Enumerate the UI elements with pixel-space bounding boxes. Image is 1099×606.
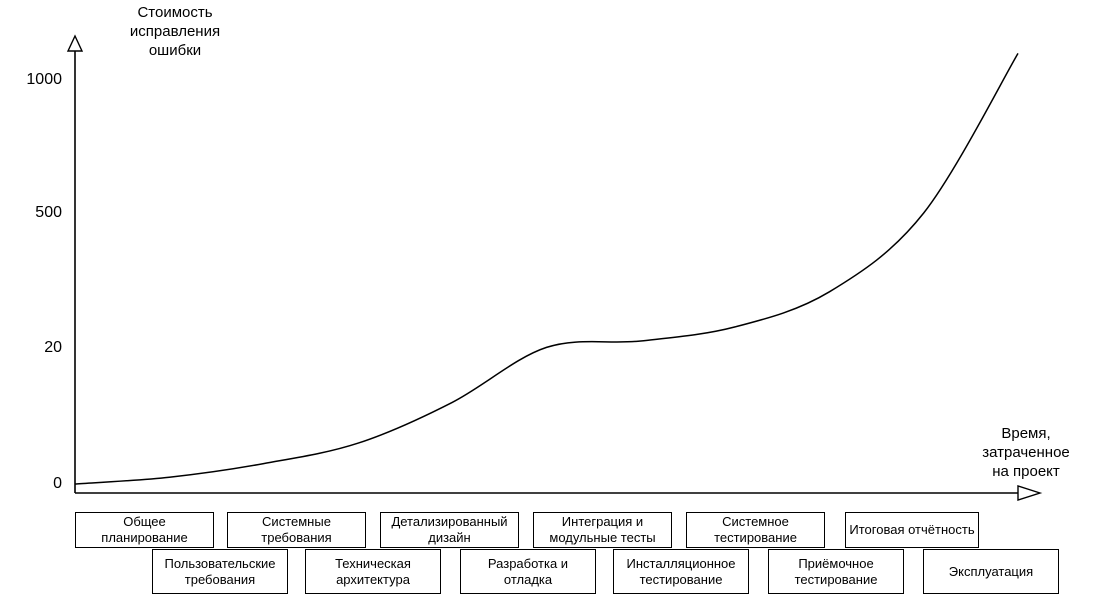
phase-box-bottom-1-label: Пользовательские требования: [164, 555, 276, 587]
phase-box-top-4-label: Интеграция и модульные тесты: [549, 514, 656, 545]
phase-box-top-6-label: Итоговая отчётность: [849, 522, 975, 537]
phase-box-bottom-1[interactable]: Пользовательские требования: [152, 549, 288, 594]
phase-box-top-1[interactable]: Общее планирование: [75, 512, 214, 548]
phase-box-top-5-label: Системное тестирование: [714, 514, 797, 545]
x-axis-title: Время, затраченное на проект: [982, 425, 1070, 480]
y-tick-label-20: 20: [44, 339, 62, 356]
phase-box-bottom-3[interactable]: Разработка и отладка: [460, 549, 596, 594]
phase-box-top-2[interactable]: Системные требования: [227, 512, 366, 548]
phase-box-top-3-label: Детализированный дизайн: [391, 514, 508, 545]
y-tick-label-500: 500: [35, 204, 62, 221]
phase-box-top-3[interactable]: Детализированный дизайн: [380, 512, 519, 548]
x-axis-arrowhead: [1017, 485, 1043, 501]
y-axis-title: Стоимость исправления ошибки: [129, 4, 221, 59]
phase-box-bottom-4[interactable]: Инсталляционное тестирование: [613, 549, 749, 594]
phase-box-top-2-label: Системные требования: [261, 514, 332, 545]
y-axis-arrowhead: [66, 34, 84, 52]
y-tick-label-1000: 1000: [26, 71, 62, 88]
y-tick-label-0: 0: [53, 475, 62, 492]
phase-box-bottom-5-label: Приёмочное тестирование: [794, 555, 878, 587]
phase-box-bottom-3-label: Разработка и отладка: [487, 555, 569, 587]
phase-box-top-5[interactable]: Системное тестирование: [686, 512, 825, 548]
phase-box-bottom-6-label: Эксплуатация: [948, 563, 1034, 579]
phase-box-bottom-4-label: Инсталляционное тестирование: [626, 555, 736, 587]
phase-box-top-6[interactable]: Итоговая отчётность: [845, 512, 979, 548]
cost-curve: [74, 53, 1019, 485]
phase-box-bottom-6[interactable]: Эксплуатация: [923, 549, 1059, 594]
phase-box-top-4[interactable]: Интеграция и модульные тесты: [533, 512, 672, 548]
phase-box-top-1-label: Общее планирование: [101, 514, 188, 545]
phase-box-bottom-2-label: Техническая архитектура: [335, 555, 411, 587]
phase-box-bottom-5[interactable]: Приёмочное тестирование: [768, 549, 904, 594]
phase-box-bottom-2[interactable]: Техническая архитектура: [305, 549, 441, 594]
